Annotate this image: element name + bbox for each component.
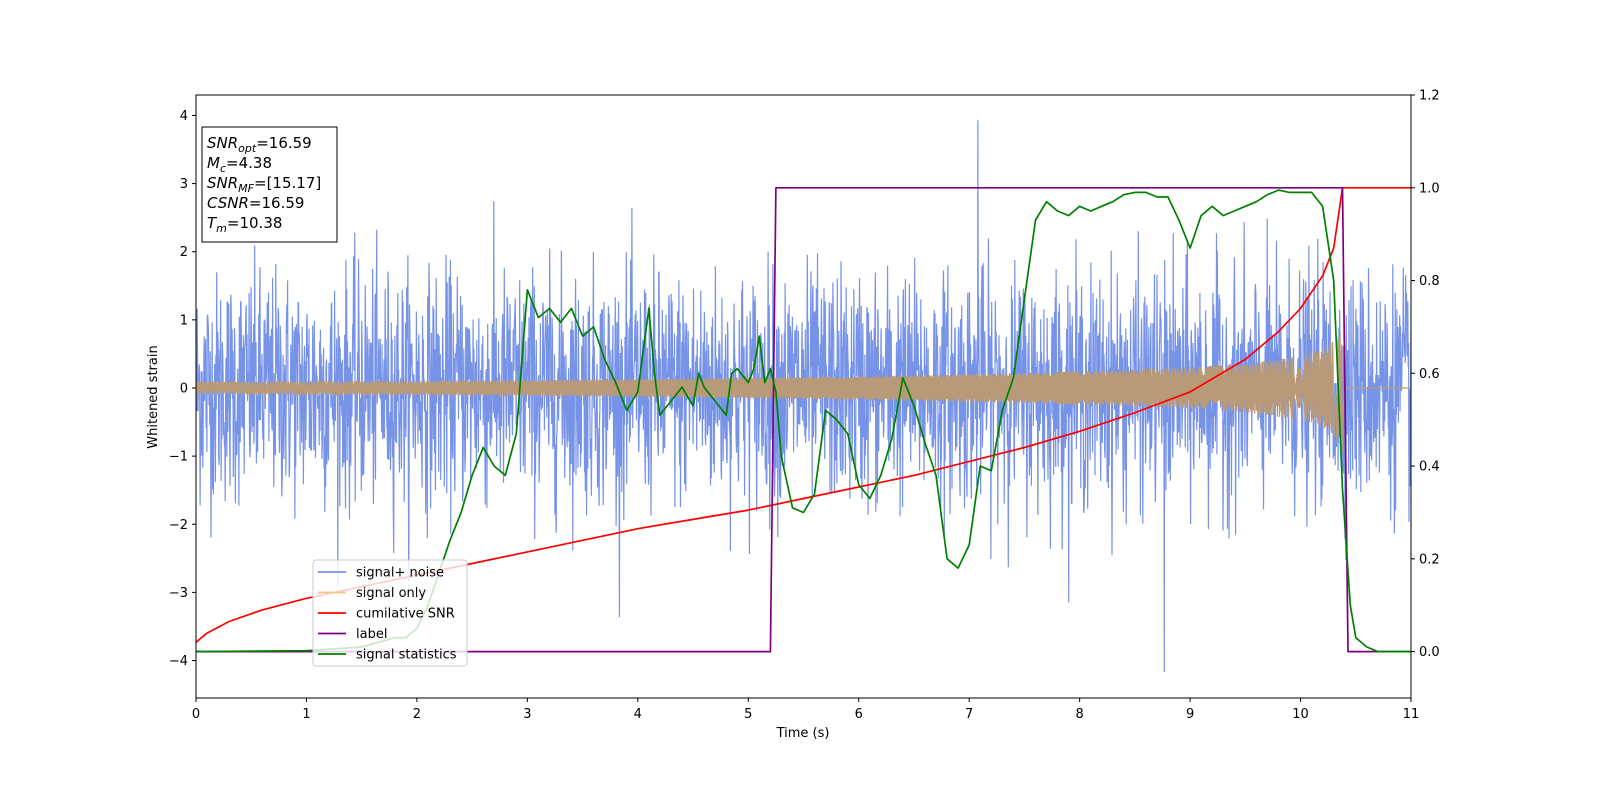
series-label-line	[196, 186, 1411, 653]
series-signal-statistics-line	[196, 189, 1411, 653]
legend-item-signal-only-label: signal only	[356, 586, 426, 601]
legend-item-cumulative-snr-label: cumilative SNR	[356, 607, 455, 622]
x-tick-label: 9	[1186, 707, 1194, 722]
y-left-tick-label: −2	[169, 518, 188, 533]
x-tick-label: 8	[1075, 707, 1083, 722]
x-tick-label: 11	[1403, 707, 1420, 722]
x-tick-label: 3	[523, 707, 531, 722]
x-axis: 0 1 2 3 4 5 6 7 8 9 10 11	[192, 698, 1419, 722]
x-tick-label: 2	[413, 707, 421, 722]
y-right-tick-label: 0.8	[1419, 274, 1440, 289]
info-box-line: Tm=10.38	[207, 214, 282, 235]
series-layer	[196, 120, 1411, 673]
x-tick-label: 4	[634, 707, 642, 722]
legend-item-signal-statistics-label: signal statistics	[356, 648, 457, 663]
info-box-line: SNRMF=[15.17]	[207, 174, 321, 195]
y-left-tick-label: 3	[180, 177, 188, 192]
y-left-tick-label: −1	[169, 450, 188, 465]
info-box-frame	[201, 126, 338, 243]
series-signal-noise-line	[196, 120, 1411, 673]
y-axis-left: −4 −3 −2 −1 0 1 2 3 4	[169, 109, 196, 669]
x-tick-label: 10	[1292, 707, 1309, 722]
y-left-tick-label: −3	[169, 586, 188, 601]
y-right-tick-label: 1.2	[1419, 89, 1440, 104]
x-tick-label: 7	[965, 707, 973, 722]
info-box: SNRopt=16.59Mc=4.38SNRMF=[15.17]CSNR=16.…	[201, 126, 338, 243]
y-left-tick-label: 4	[180, 109, 188, 124]
y-left-tick-label: 0	[180, 381, 188, 396]
y-left-tick-label: 2	[180, 245, 188, 260]
y-right-tick-label: 0.4	[1419, 460, 1440, 475]
x-tick-label: 0	[192, 707, 200, 722]
legend: signal+ noise signal only cumilative SNR la…	[312, 559, 468, 667]
legend-item-signal-noise-label: signal+ noise	[356, 566, 444, 581]
legend-frame	[312, 559, 468, 667]
x-tick-label: 6	[855, 707, 863, 722]
y-right-tick-label: 0.0	[1419, 645, 1440, 660]
x-tick-label: 1	[302, 707, 310, 722]
info-box-line: CSNR=16.59	[207, 194, 304, 212]
x-axis-title: Time (s)	[776, 726, 830, 741]
series-signal-only-line	[196, 331, 1411, 452]
y-left-tick-label: 1	[180, 313, 188, 328]
x-tick-label: 5	[744, 707, 752, 722]
y-right-tick-label: 0.6	[1419, 367, 1440, 382]
info-box-line: SNRopt=16.59	[207, 134, 312, 155]
y-right-tick-label: 0.2	[1419, 552, 1440, 567]
y-axis-right: 0.0 0.2 0.4 0.6 0.8 1.0 1.2	[1411, 89, 1440, 660]
y-axis-title: Whitened strain	[146, 345, 161, 448]
info-box-line: Mc=4.38	[207, 154, 272, 175]
legend-item-label-label: label	[356, 627, 387, 642]
plot-frame	[195, 94, 1412, 699]
y-left-tick-label: −4	[169, 654, 188, 669]
y-right-tick-label: 1.0	[1419, 181, 1440, 196]
